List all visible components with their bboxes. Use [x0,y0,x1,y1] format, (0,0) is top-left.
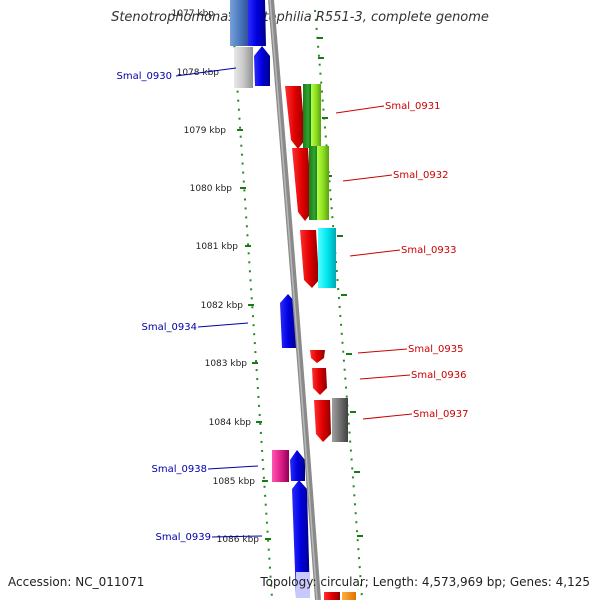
gene-label-smal-0933[interactable]: Smal_0933 [401,245,456,256]
kbp-label: 1082 kbp [201,301,244,311]
gene-feature[interactable] [272,450,289,482]
gene-smal-0937[interactable] [314,400,331,442]
map-title: Stenotrophomonas maltophilia R551-3, com… [111,10,489,25]
gene-labels: Smal_0930 Smal_0931 Smal_0932 Smal_0933 … [117,71,469,543]
gene-feature[interactable] [318,228,336,288]
gene-feature[interactable] [311,84,321,148]
topology-label: Topology: circular; Length: 4,573,969 bp… [260,575,590,589]
gene-label-smal-0930[interactable]: Smal_0930 [117,71,172,82]
kbp-ticks [229,12,271,540]
gene-label-smal-0937[interactable]: Smal_0937 [413,409,468,420]
kbp-label: 1077 kbp [172,9,215,19]
gene-smal-0934[interactable] [280,294,297,348]
gene-feature[interactable] [234,47,253,88]
gene-label-smal-0935[interactable]: Smal_0935 [408,344,463,355]
gene-label-smal-0932[interactable]: Smal_0932 [393,170,448,181]
gene-smal-0933[interactable] [300,230,319,288]
kbp-label: 1081 kbp [196,242,239,252]
kbp-label: 1080 kbp [190,184,233,194]
gene-smal-0930[interactable] [254,46,270,86]
gene-feature[interactable] [303,84,313,148]
minus-strand-features [230,0,310,598]
gene-feature[interactable] [230,0,250,46]
gene-smal-0936[interactable] [312,368,327,395]
kbp-label: 1086 kbp [217,535,260,545]
gene-label-smal-0931[interactable]: Smal_0931 [385,101,440,112]
gene-label-smal-0938[interactable]: Smal_0938 [152,464,207,475]
gene-feature[interactable] [296,572,310,598]
gene-label-smal-0934[interactable]: Smal_0934 [142,322,197,333]
kbp-label: 1079 kbp [184,126,227,136]
gene-smal-0931[interactable] [285,86,305,149]
backbone-highlight [269,0,318,600]
kbp-label: 1083 kbp [205,359,248,369]
kbp-label: 1085 kbp [213,477,256,487]
gene-smal-0938[interactable] [290,450,305,481]
leader-lines [175,67,413,538]
inner-dotted-track [231,9,273,599]
gene-feature[interactable] [317,146,329,220]
gene-feature[interactable] [332,398,348,442]
accession-label: Accession: NC_011071 [8,575,145,589]
gene-label-smal-0939[interactable]: Smal_0939 [156,532,211,543]
gene-smal-0939[interactable] [292,480,310,598]
gene-feature[interactable] [324,592,340,600]
gene-feature[interactable] [309,146,320,220]
genome-backbone [268,0,321,600]
plus-strand-features [285,84,356,600]
outer-ticks [317,37,363,537]
gene-feature[interactable] [248,0,266,46]
kbp-label: 1084 kbp [209,418,252,428]
gene-smal-0932[interactable] [292,148,312,221]
gene-smal-0935[interactable] [310,350,325,363]
outer-dotted-track [314,9,363,599]
gene-label-smal-0936[interactable]: Smal_0936 [411,370,466,381]
gene-feature[interactable] [342,592,356,600]
